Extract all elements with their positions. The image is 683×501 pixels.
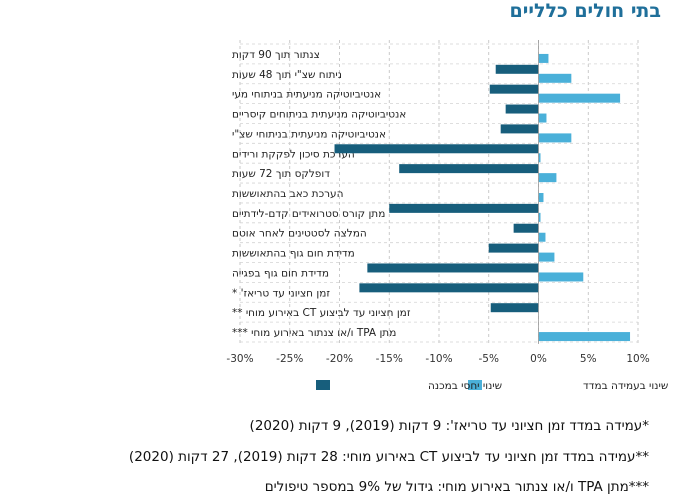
- bar-compliance-change: [538, 332, 631, 342]
- category-label: מתן TPA ו/או צנתור באירוע מוחי ***: [232, 327, 396, 339]
- category-label: זמן חציוני עד לביצוע CT באירוע מוחי **: [232, 307, 411, 319]
- bar-relative-change: [495, 64, 539, 74]
- bar-relative-change: [505, 104, 539, 114]
- bar-compliance-change: [538, 173, 557, 183]
- footnote-triage: *עמידה במדד זמן חציוני עד טריאז': 9 דקות…: [249, 418, 649, 434]
- bar-compliance-change: [538, 153, 541, 163]
- bar-compliance-change: [538, 272, 584, 282]
- bar-relative-change: [500, 124, 539, 134]
- bar-relative-change: [359, 283, 539, 293]
- category-label: מתן קורס סטרואידים קדם-לידתיים: [232, 208, 385, 220]
- chart-title: בתי חולים כלליים: [509, 0, 661, 22]
- bar-relative-change: [513, 223, 539, 233]
- bar-compliance-change: [538, 93, 621, 103]
- bar-compliance-change: [538, 193, 544, 202]
- x-tick-label: -10%: [425, 353, 452, 365]
- category-label: ניתוח שצ"י תוך 48 שעות: [232, 69, 342, 81]
- category-label: הערכת סיכון לפקקת ורידים: [232, 148, 355, 160]
- footnote-tpa: ***מתן TPA ו/או צנתור באירוע מוחי: גידול…: [264, 479, 649, 495]
- x-tick-label: -20%: [326, 353, 353, 365]
- footnote-ct: **עמידה במדד זמן חציוני עד לביצוע CT באי…: [128, 449, 649, 465]
- category-label: הערכת כאב בהתאוששות: [232, 188, 343, 200]
- bar-relative-change: [490, 303, 539, 313]
- bar-compliance-change: [538, 53, 549, 63]
- category-label: מדידת חום גוף בהתאוששות: [232, 248, 355, 260]
- legend-swatch-compliance: [468, 380, 482, 390]
- category-label: צנתור תוך 90 דקות: [232, 49, 320, 61]
- bar-relative-change: [489, 84, 539, 94]
- bar-compliance-change: [538, 133, 572, 143]
- category-label: זמן חציוני עד טריאז' *: [232, 287, 330, 299]
- category-label: דופלקס תוך 72 שעות: [232, 168, 330, 180]
- legend-label-compliance: שינוי בעמידה במדד: [583, 380, 668, 392]
- bar-relative-change: [488, 243, 539, 253]
- bar-compliance-change: [538, 232, 546, 242]
- bar-chart: -30% -25% -20% -15% -10% -5% 0% 5% 10% צנתור תוך …: [226, 40, 668, 392]
- category-label: אנטיביוטיקה מניעתית בניתוחי שצ"י: [232, 128, 386, 140]
- bar-compliance-change: [538, 212, 541, 222]
- category-label: מדידת חום גוף בפגייה: [232, 267, 329, 279]
- x-tick-label: -25%: [276, 353, 303, 365]
- bar-compliance-change: [538, 113, 547, 123]
- category-label: אנטיביוטיקה מניעתית בניתוחי מעי: [232, 89, 381, 101]
- bar-relative-change: [334, 144, 539, 154]
- category-label: אנטיביוטיקה מניעתית בניתוחים קיסריים: [232, 109, 406, 121]
- legend-label-relative: שינוי יחסי במכנה: [428, 380, 502, 392]
- bar-compliance-change: [538, 73, 572, 83]
- bar-relative-change: [399, 164, 539, 174]
- x-tick-label: -5%: [479, 353, 499, 365]
- bar-relative-change: [389, 203, 539, 213]
- x-tick-label: -15%: [376, 353, 403, 365]
- x-tick-label: 10%: [626, 353, 649, 365]
- bar-relative-change: [367, 263, 539, 273]
- bar-compliance-change: [538, 252, 555, 262]
- x-tick-label: 5%: [580, 353, 597, 365]
- x-tick-label: -30%: [226, 353, 253, 365]
- x-tick-label: 0%: [530, 353, 547, 365]
- category-label: המלצה לסטטינים לאחר אוטם: [232, 228, 367, 240]
- legend-swatch-relative: [316, 380, 330, 390]
